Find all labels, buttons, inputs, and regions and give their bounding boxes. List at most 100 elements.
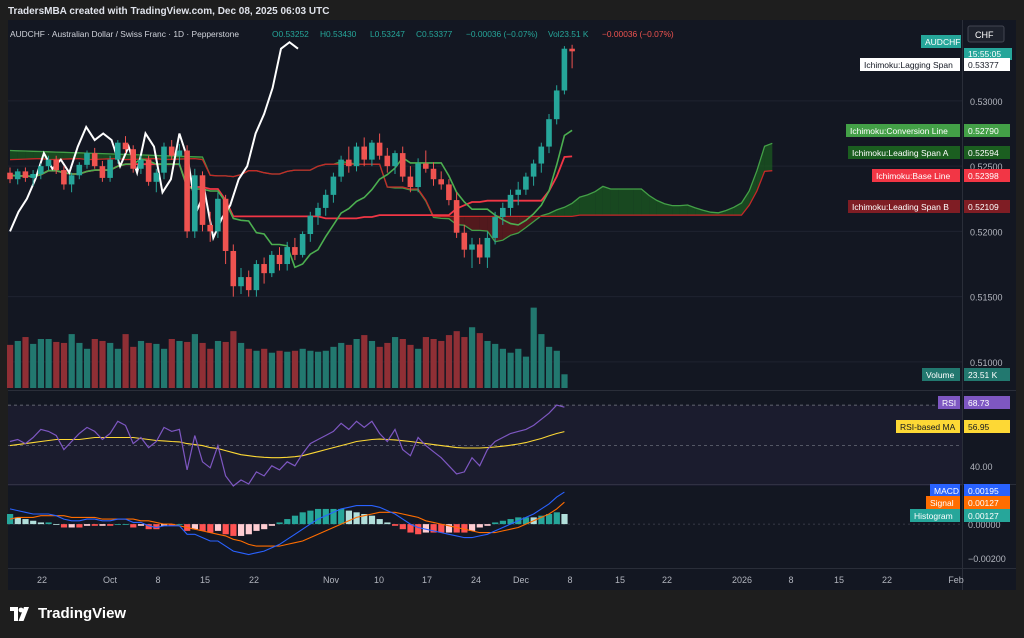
- candle: [269, 250, 275, 278]
- histogram-bar: [14, 517, 21, 525]
- histogram-bar: [191, 524, 198, 530]
- candle-body: [322, 194, 329, 208]
- histogram-bar: [37, 522, 44, 525]
- candle-body: [107, 159, 113, 178]
- cloud-segment: [587, 191, 596, 216]
- time-tick-label: 22: [662, 575, 672, 585]
- cloud-segment: [25, 151, 34, 160]
- leading-span-b-tag-label: Ichimoku:Leading Span B: [852, 202, 949, 212]
- volume-bar: [137, 340, 145, 388]
- volume-bar: [376, 346, 383, 388]
- volume-bar: [399, 339, 406, 388]
- leading-span-a-tag-label-bg: [848, 146, 960, 159]
- candle-body: [553, 90, 560, 120]
- histogram-bar: [299, 512, 306, 525]
- volume-bar: [538, 334, 545, 388]
- time-tick-label: 15: [615, 575, 625, 585]
- tradingview-logo[interactable]: TradingView: [10, 605, 126, 622]
- cloud-segment: [33, 151, 41, 159]
- candle-body: [76, 164, 83, 176]
- candle-body: [215, 198, 221, 232]
- cloud-segment: [472, 216, 480, 231]
- cloud-segment: [626, 188, 634, 216]
- candle: [530, 159, 537, 186]
- legend-value: AUDCHF · Australian Dollar / Swiss Franc…: [10, 29, 239, 39]
- volume-bar: [161, 348, 168, 388]
- volume-bar: [60, 342, 68, 388]
- volume-bar: [461, 337, 468, 388]
- base-line-tag-label-bg: [872, 169, 960, 182]
- cloud-segment: [610, 188, 619, 216]
- candle: [538, 142, 545, 173]
- histogram-bar: [161, 524, 168, 526]
- histogram-bar: [484, 524, 491, 526]
- currency-box: [967, 25, 1005, 43]
- histogram-bar: [538, 515, 545, 525]
- candle: [76, 162, 83, 180]
- candle: [569, 44, 575, 69]
- histogram-bar: [238, 524, 245, 536]
- volume-bar: [284, 351, 291, 388]
- candle-body: [338, 159, 344, 177]
- cloud-segment: [479, 216, 488, 232]
- candle: [553, 85, 560, 125]
- time-tick-label: 8: [788, 575, 793, 585]
- cloud-segment: [17, 150, 26, 160]
- volume-tag-value-bg: [964, 368, 1010, 381]
- volume-bar: [422, 337, 429, 388]
- candle: [184, 145, 190, 238]
- candle-body: [230, 250, 237, 287]
- volume-bar: [122, 334, 129, 388]
- volume-bar: [14, 340, 21, 388]
- volume-bar: [392, 337, 399, 388]
- time-tick-label: 22: [882, 575, 892, 585]
- volume-bar: [153, 343, 160, 388]
- candle: [476, 237, 483, 265]
- histogram-tag-label: Histogram: [914, 511, 953, 521]
- volume-bar: [191, 334, 198, 388]
- legend-value: Vol23.51 K: [548, 29, 589, 39]
- volume-bar: [299, 348, 306, 388]
- conversion-line-tag: Ichimoku:Conversion Line 0.52790: [846, 124, 1010, 137]
- candle: [338, 155, 344, 182]
- candle-body: [168, 146, 175, 156]
- candle-body: [392, 153, 398, 167]
- rsi-ma-tag-label-bg: [896, 420, 960, 433]
- histogram-bar: [145, 524, 152, 530]
- candle: [484, 231, 491, 268]
- histogram-bar: [214, 524, 222, 531]
- chart-credit: TradersMBA created with TradingView.com,…: [8, 6, 330, 17]
- signal-line: [9, 501, 565, 547]
- lagging-span-tag-label-bg: [860, 58, 960, 71]
- candle-body: [130, 149, 136, 169]
- histogram-bar: [253, 524, 260, 531]
- cloud-segment: [102, 153, 111, 160]
- candle: [392, 150, 398, 174]
- leading-span-a-tag-value-bg: [964, 146, 1010, 159]
- rsi-ma-tag-value-bg: [964, 420, 1010, 433]
- volume-bar: [384, 342, 391, 388]
- candle-body: [569, 48, 575, 52]
- cloud-segment: [595, 186, 603, 216]
- time-tick-label: 8: [567, 575, 572, 585]
- volume-bar: [515, 348, 522, 388]
- volume-bar: [430, 339, 437, 388]
- volume-bar: [145, 342, 152, 388]
- histogram-bar: [84, 524, 91, 526]
- volume-bar: [291, 350, 299, 388]
- candle: [384, 147, 391, 173]
- volume-bar: [68, 334, 75, 388]
- volume-bar: [453, 331, 460, 388]
- candle-body: [53, 159, 59, 171]
- candle: [399, 146, 406, 182]
- rsi-tick-label: 40.00: [970, 462, 993, 472]
- time-tick-label: 22: [249, 575, 259, 585]
- volume-bar: [7, 344, 14, 388]
- legend-value: H0.53430: [320, 29, 357, 39]
- macd-tag-label: MACD: [934, 486, 959, 496]
- histogram-bar: [376, 519, 383, 525]
- time-tick-label: 17: [422, 575, 432, 585]
- rsi-tag: RSI 68.73: [938, 396, 1010, 409]
- histogram-bar: [338, 508, 345, 525]
- rsi-ma-tag-label: RSI-based MA: [900, 422, 956, 432]
